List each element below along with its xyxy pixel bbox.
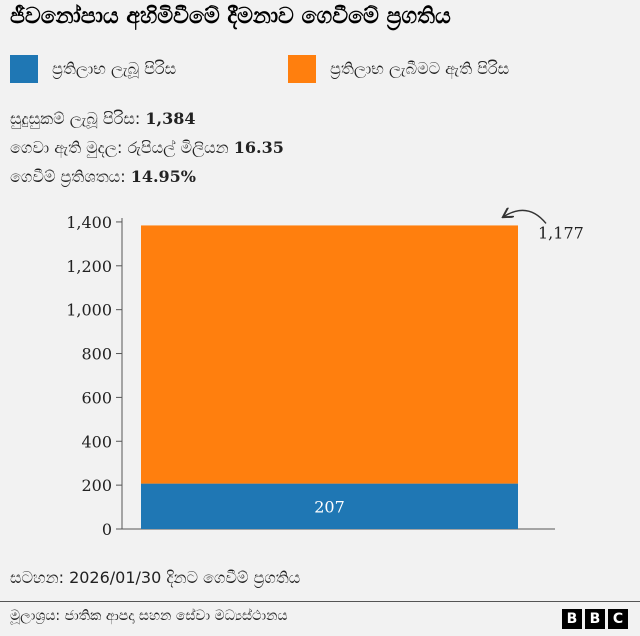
bbc-logo-letter: B <box>585 609 605 629</box>
source-note: මූලාශ්‍රය: ජාතික ආපදා සහන සේවා මධ්‍යස්ථා… <box>10 608 288 624</box>
stat-paid-amount: ගෙවා ඇති මුදල: රුපියල් මිලියන 16.35 <box>10 133 284 162</box>
stat-eligible: සුදුසුකම් ලැබූ පිරිස: 1,384 <box>10 104 284 133</box>
y-tick-label: 1,200 <box>66 257 112 276</box>
legend-swatch-pending <box>288 55 316 83</box>
legend-item-received: ප්‍රතිලාභ ලැබූ පිරිස <box>10 54 176 84</box>
footnote: සටහන: 2026/01/30 දිනට ගෙවීම් ප්‍රගතිය <box>10 568 301 587</box>
bar-segment-received <box>141 483 518 529</box>
bbc-logo-letter: B <box>562 609 582 629</box>
stat-payment-percent-label: ගෙවීම් ප්‍රතිශතය: <box>10 167 126 186</box>
legend-swatch-received <box>10 55 38 83</box>
legend-label-pending: ප්‍රතිලාභ ලැබීමට ඇති පිරිස <box>330 59 510 78</box>
stat-eligible-label: සුදුසුකම් ලැබූ පිරිස: <box>10 109 141 128</box>
stats-block: සුදුසුකම් ලැබූ පිරිස: 1,384 ගෙවා ඇති මුද… <box>10 104 284 191</box>
y-tick-label: 0 <box>102 520 112 539</box>
bbc-logo-letter: C <box>608 609 628 629</box>
legend-item-pending: ප්‍රතිලාභ ලැබීමට ඇති පිරිස <box>288 54 509 84</box>
legend-label-received: ප්‍රතිලාභ ලැබූ පිරිස <box>52 59 177 78</box>
data-label-pending: 1,177 <box>538 223 584 242</box>
callout-arrow <box>504 210 547 224</box>
y-tick-label: 1,000 <box>66 301 112 320</box>
legend: ප්‍රතිලාභ ලැබූ පිරිස ප්‍රතිලාභ ලැබීමට ඇත… <box>10 54 630 84</box>
y-tick-label: 200 <box>81 476 112 495</box>
y-tick-label: 1,400 <box>66 213 112 232</box>
stat-payment-percent-value: 14.95% <box>130 167 196 186</box>
stat-eligible-value: 1,384 <box>145 109 196 128</box>
y-tick-label: 800 <box>81 345 112 364</box>
y-tick-label: 400 <box>81 432 112 451</box>
y-tick-label: 600 <box>81 388 112 407</box>
stacked-bar-chart: 0 200 400 600 800 1,000 1,200 1,400 207 1,177 <box>66 200 584 539</box>
stat-payment-percent: ගෙවීම් ප්‍රතිශතය: 14.95% <box>10 162 284 191</box>
chart-title: ජීවනෝපාය අහිමිවීමේ දීමනාව ගෙවීමේ ප්‍රගති… <box>10 4 451 29</box>
footer-divider <box>0 601 640 602</box>
data-label-received: 207 <box>314 497 345 516</box>
bar-segment-pending <box>141 225 518 484</box>
bbc-logo: B B C <box>562 609 628 629</box>
stat-paid-amount-value: 16.35 <box>233 138 284 157</box>
stat-paid-amount-label: ගෙවා ඇති මුදල: රුපියල් මිලියන <box>10 138 229 157</box>
